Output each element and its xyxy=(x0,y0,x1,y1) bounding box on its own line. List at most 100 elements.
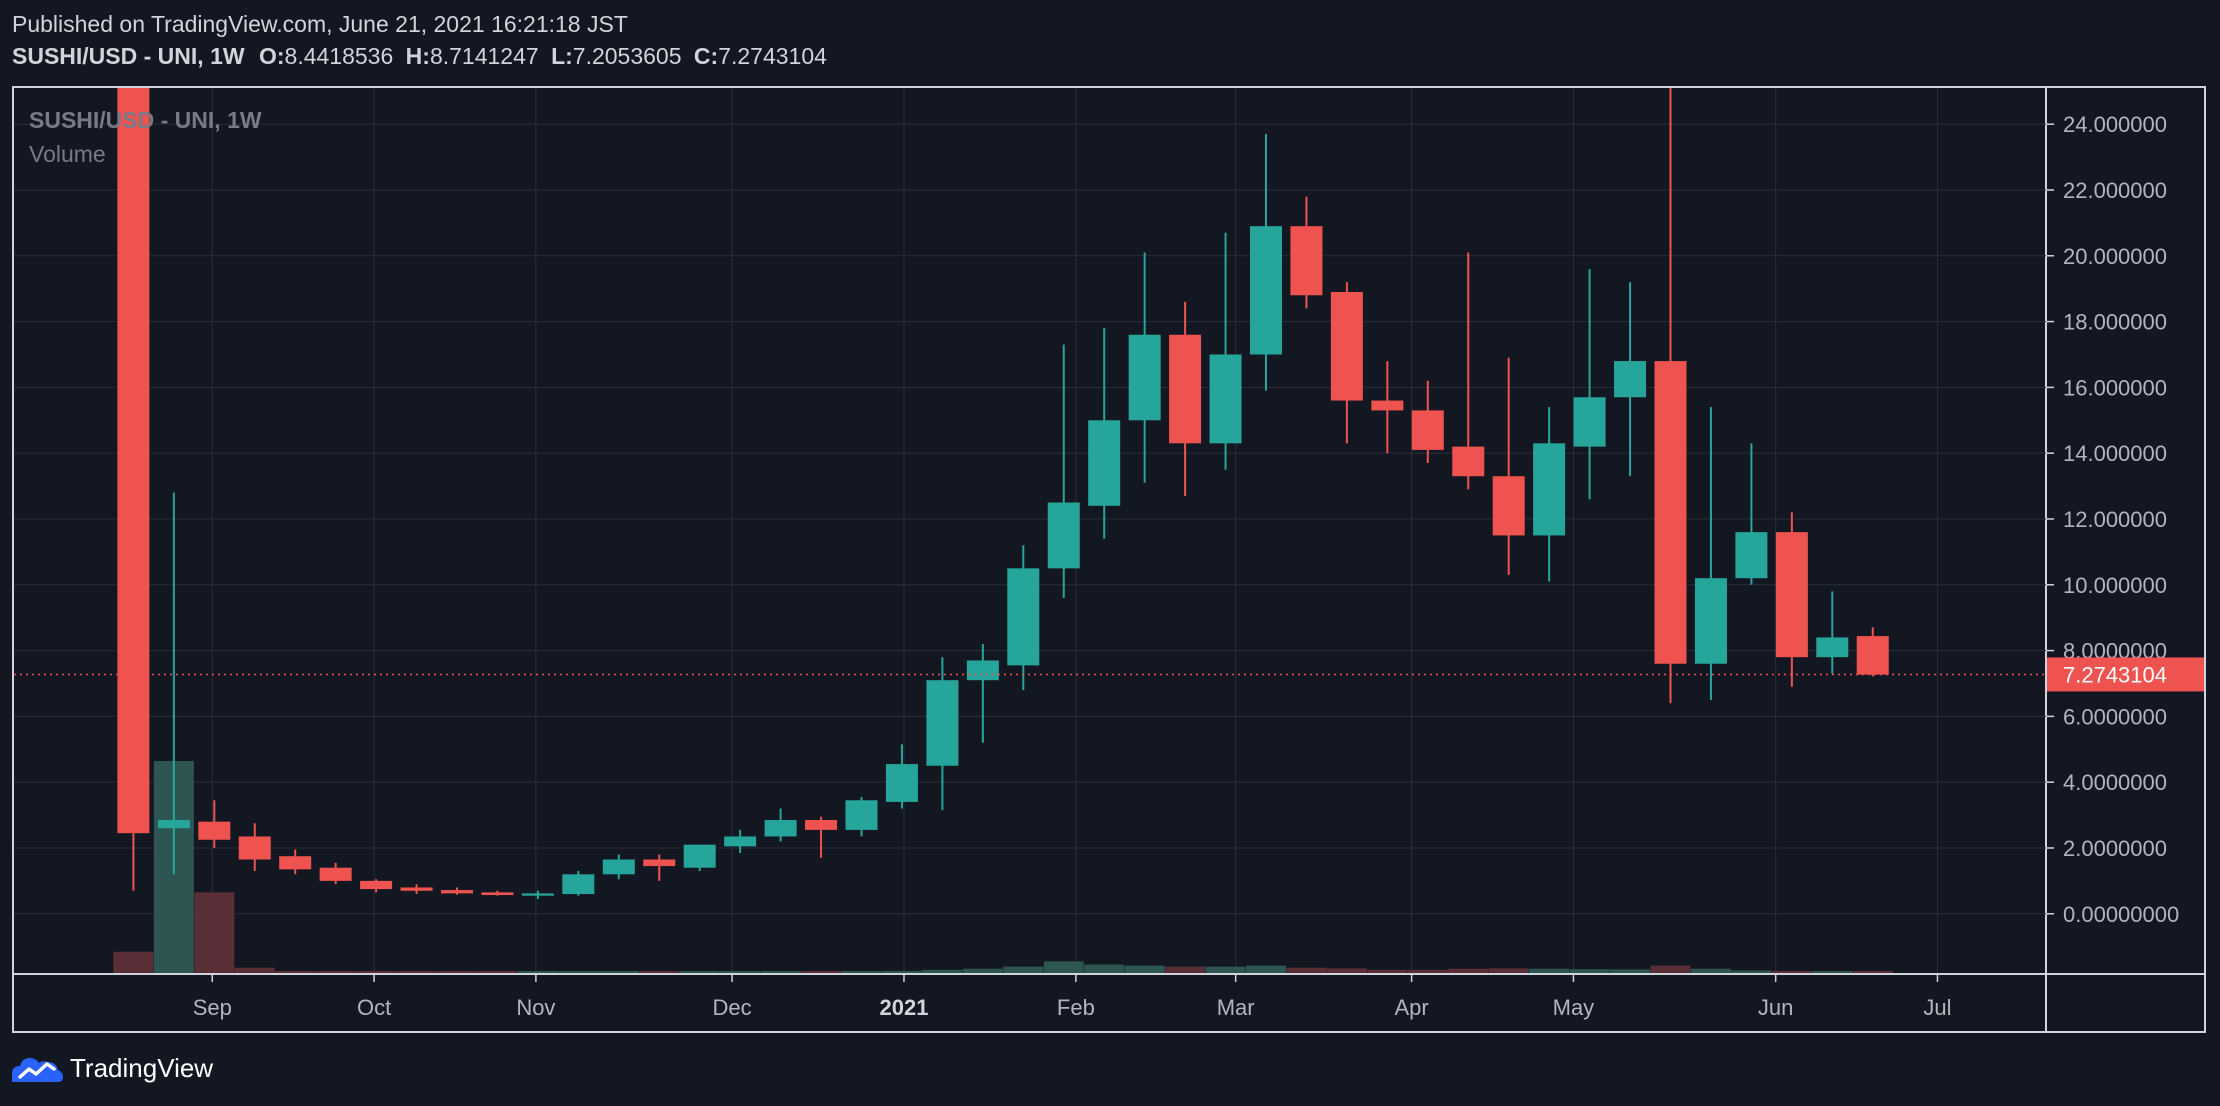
candle-body xyxy=(1816,637,1849,658)
legend-volume: Volume xyxy=(29,141,106,167)
y-tick-label: 14.000000 xyxy=(2063,441,2167,466)
x-tick-label: 2021 xyxy=(879,995,928,1020)
y-tick-label: 0.00000000 xyxy=(2063,902,2179,927)
y-tick-label: 24.000000 xyxy=(2063,112,2167,137)
x-tick-label: Feb xyxy=(1057,995,1095,1020)
candle-body xyxy=(117,88,150,834)
volume-bar xyxy=(194,892,235,973)
candle-body xyxy=(279,856,312,870)
volume-bars xyxy=(113,761,1893,973)
brand[interactable]: TradingView xyxy=(10,1048,213,1088)
price-axis[interactable]: 24.000000 22.000000 20.000000 18.000000 16.0… xyxy=(2046,112,2204,927)
x-tick-label: Jun xyxy=(1758,995,1793,1020)
volume-bar xyxy=(962,968,1003,973)
candle-body xyxy=(1371,400,1404,411)
last-price-label: 7.2743104 xyxy=(2063,662,2167,687)
candle-body xyxy=(481,892,514,896)
volume-bar xyxy=(437,971,477,973)
candle-body xyxy=(643,859,676,867)
high-label: H: xyxy=(405,43,430,69)
y-tick-label: 22.000000 xyxy=(2063,178,2167,203)
volume-bar xyxy=(1488,968,1529,973)
low-value: 7.2053605 xyxy=(572,43,682,69)
x-tick-label: Oct xyxy=(357,995,391,1020)
volume-bar xyxy=(720,971,761,973)
y-tick-label: 12.000000 xyxy=(2063,507,2167,532)
time-axis[interactable]: Sep Oct Nov Dec 2021 Feb Mar Apr May Jun Jul xyxy=(193,974,1952,1020)
x-tick-label: Jul xyxy=(1923,995,1951,1020)
x-tick-label: Mar xyxy=(1217,995,1255,1020)
candle-body xyxy=(1169,334,1202,444)
candle-body xyxy=(1250,226,1282,355)
y-tick-label: 2.0000000 xyxy=(2063,836,2167,861)
volume-bar xyxy=(1610,969,1651,973)
volume-bar xyxy=(1852,971,1893,973)
candle-body xyxy=(1330,291,1363,401)
volume-bar xyxy=(760,971,801,973)
close-label: C: xyxy=(693,43,719,69)
candle-body xyxy=(683,844,716,868)
candle-body xyxy=(1856,636,1889,675)
candle-body xyxy=(198,821,231,840)
volume-bar xyxy=(1690,968,1731,973)
volume-bar xyxy=(881,970,922,973)
volume-bar xyxy=(315,971,356,973)
volume-bar xyxy=(1165,966,1206,973)
last-price-label-bg xyxy=(2047,657,2204,692)
volume-bar xyxy=(801,971,842,973)
candle-body xyxy=(1411,410,1444,450)
candle-body xyxy=(1573,397,1606,447)
chart-frame xyxy=(12,86,2206,1033)
volume-bar xyxy=(1407,969,1448,973)
volume-bar xyxy=(1731,970,1772,973)
candle-body xyxy=(602,859,635,875)
volume-bar xyxy=(517,971,558,973)
candle-body xyxy=(360,880,393,890)
volume-bar xyxy=(922,969,963,973)
candle-body xyxy=(724,836,757,847)
volume-bar xyxy=(558,971,599,973)
candle-body xyxy=(1128,334,1161,421)
close-value: 7.2743104 xyxy=(718,43,827,69)
candle-body xyxy=(1452,446,1485,477)
candle-body xyxy=(1614,361,1647,398)
volume-bar xyxy=(1124,965,1165,973)
volume-bar xyxy=(113,951,154,973)
candle-body xyxy=(319,867,352,881)
candle-body xyxy=(1533,443,1566,536)
candle-body xyxy=(521,893,554,896)
volume-bar xyxy=(1529,968,1570,973)
y-tick-label: 4.0000000 xyxy=(2063,770,2167,795)
tradingview-logo-icon xyxy=(12,1058,63,1082)
volume-bar xyxy=(841,971,882,973)
candle-body xyxy=(238,836,271,860)
volume-bar xyxy=(1003,966,1044,973)
x-tick-label: Nov xyxy=(516,995,555,1020)
x-tick-label: May xyxy=(1553,995,1595,1020)
candle-body xyxy=(157,820,190,829)
volume-bar xyxy=(477,971,518,973)
volume-bar xyxy=(1569,969,1610,973)
candles xyxy=(117,88,1889,899)
candle-body xyxy=(1088,420,1121,506)
candlestick-chart[interactable]: 24.000000 22.000000 20.000000 18.000000 16.0… xyxy=(0,0,2220,1040)
open-label: O: xyxy=(258,43,285,69)
x-tick-label: Sep xyxy=(193,995,232,1020)
chart-header: Published on TradingView.com, June 21, 2… xyxy=(12,8,827,72)
candle-body xyxy=(1735,532,1768,579)
x-tick-label: Dec xyxy=(712,995,751,1020)
candle-body xyxy=(1654,361,1687,664)
y-tick-label: 16.000000 xyxy=(2063,375,2167,400)
candle-body xyxy=(1047,502,1080,569)
volume-bar xyxy=(1246,965,1286,973)
high-value: 8.7141247 xyxy=(429,43,539,69)
grid-lines xyxy=(14,88,2046,973)
candle-body xyxy=(885,764,918,802)
volume-bar xyxy=(1367,969,1408,973)
open-value: 8.4418536 xyxy=(284,43,394,69)
ohlc-line: SUSHI/USD - UNI, 1W O:8.4418536 H:8.7141… xyxy=(12,40,827,72)
y-tick-label: 18.000000 xyxy=(2063,310,2167,335)
candle-body xyxy=(441,890,473,894)
y-tick-label: 10.000000 xyxy=(2063,573,2167,598)
candle-body xyxy=(1694,578,1727,664)
